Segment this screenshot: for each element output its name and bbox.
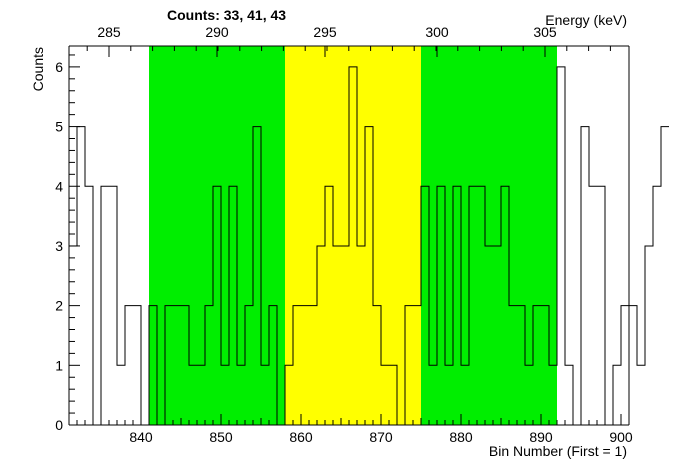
x-tick-label: 880	[449, 429, 473, 445]
y-tick-label: 1	[55, 357, 63, 373]
x-tick-label: 850	[209, 429, 233, 445]
x-tick-label: 870	[369, 429, 393, 445]
chart-title: Counts: 33, 41, 43	[167, 7, 286, 23]
histogram	[69, 66, 669, 426]
y-tick-label: 5	[55, 119, 63, 135]
region-left-background	[149, 46, 285, 425]
y-tick-label: 3	[55, 238, 63, 254]
x-tick-label: 900	[609, 429, 633, 445]
region-right-background	[421, 46, 557, 425]
top-tick-label: 295	[313, 24, 337, 40]
y-tick-label: 0	[55, 417, 63, 433]
top-tick-label: 285	[97, 24, 121, 40]
x-axis-title: Bin Number (First = 1)	[489, 443, 627, 459]
x-tick-label: 840	[129, 429, 153, 445]
top-tick-label: 300	[425, 24, 449, 40]
y-tick-label: 2	[55, 298, 63, 314]
x-tick-label: 890	[529, 429, 553, 445]
region-peak	[285, 46, 421, 425]
histogram-line	[69, 66, 669, 426]
axis-labels: 840 850 860 870 880 890 900 0 1 2 3 4 5 6 285 290 295 300…	[55, 24, 633, 445]
x-tick-label: 860	[289, 429, 313, 445]
y-tick-label: 4	[55, 178, 63, 194]
y-axis-title: Counts	[30, 47, 46, 91]
axes	[68, 45, 630, 426]
y-tick-label: 6	[55, 59, 63, 75]
top-tick-label: 290	[205, 24, 229, 40]
top-tick-label: 305	[533, 24, 557, 40]
top-axis-title: Energy (keV)	[545, 12, 627, 28]
region-bands	[149, 46, 557, 425]
